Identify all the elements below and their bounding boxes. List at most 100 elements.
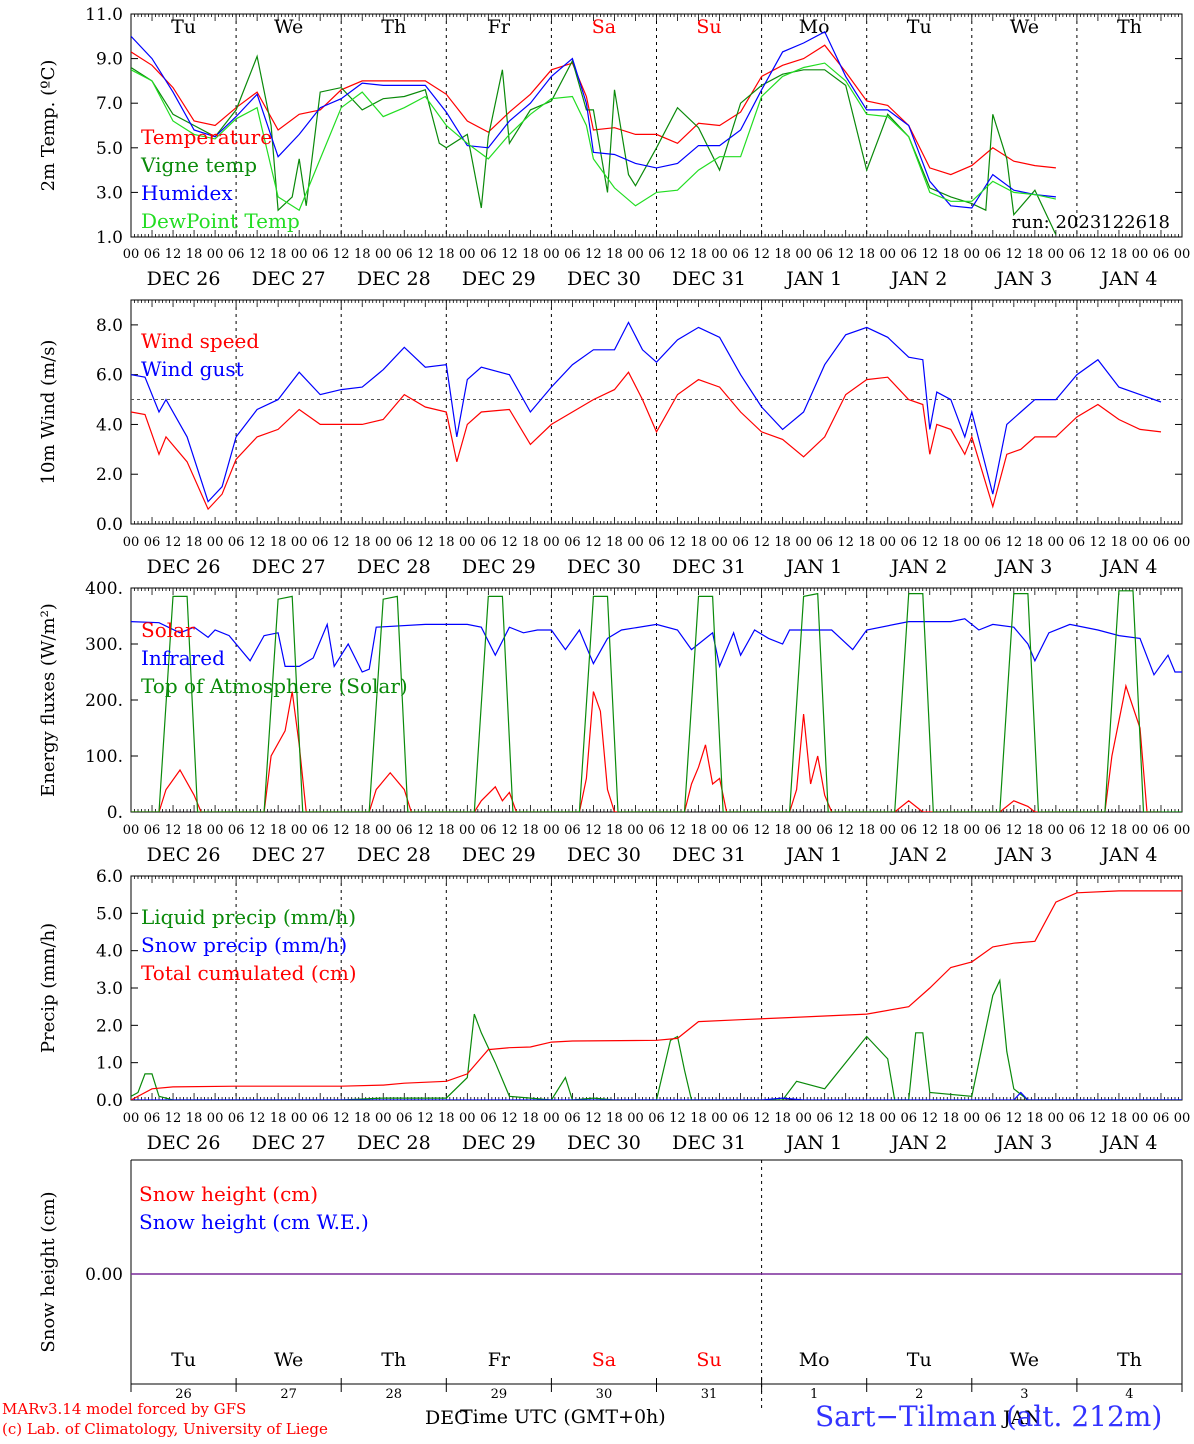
weekday-label: Fr xyxy=(488,16,511,38)
hour-tick-label: 00 xyxy=(291,823,308,838)
y-tick-label: 11.0 xyxy=(85,5,123,25)
hour-tick-label: 06 xyxy=(564,535,581,550)
hour-tick-label: 18 xyxy=(858,247,875,262)
hour-tick-label: 12 xyxy=(837,247,854,262)
hour-tick-label: 12 xyxy=(1006,823,1023,838)
hour-tick-label: 18 xyxy=(1027,823,1044,838)
y-tick-label: 4.0 xyxy=(96,415,123,435)
legend-entry: Vigne temp xyxy=(140,153,257,177)
hour-tick-label: 18 xyxy=(270,247,287,262)
hour-tick-label: 18 xyxy=(774,1111,791,1126)
hour-tick-label: 18 xyxy=(522,247,539,262)
hour-tick-label: 00 xyxy=(1132,535,1149,550)
model-credit: MARv3.14 model forced by GFS xyxy=(2,1400,247,1418)
hour-tick-label: 06 xyxy=(900,535,917,550)
hour-tick-label: 00 xyxy=(879,535,896,550)
hour-tick-label: 00 xyxy=(1132,1111,1149,1126)
hour-tick-label: 00 xyxy=(795,823,812,838)
hour-tick-label: 00 xyxy=(459,247,476,262)
date-label: JAN 1 xyxy=(784,268,842,290)
hour-tick-label: 18 xyxy=(1111,535,1128,550)
date-label: DEC 26 xyxy=(147,268,221,290)
hour-tick-label: 06 xyxy=(228,535,245,550)
hour-tick-label: 06 xyxy=(480,247,497,262)
date-label: JAN 3 xyxy=(994,556,1052,578)
hour-tick-label: 18 xyxy=(606,823,623,838)
hour-tick-label: 12 xyxy=(501,535,518,550)
hour-tick-label: 06 xyxy=(648,535,665,550)
hour-tick-label: 00 xyxy=(795,247,812,262)
hour-tick-label: 12 xyxy=(417,1111,434,1126)
y-tick-label: 0.0 xyxy=(96,1091,123,1111)
weekday-label: Tu xyxy=(907,1349,932,1371)
hour-tick-label: 12 xyxy=(417,535,434,550)
hour-tick-label: 12 xyxy=(753,247,770,262)
date-label: DEC 26 xyxy=(147,844,221,866)
hour-tick-label: 18 xyxy=(1111,1111,1128,1126)
weekday-label: Fr xyxy=(488,1349,511,1371)
temperature-panel: 00 06 12 18 00 06 12 18 00 06 12 18 00 06 12 18 00 06 12 18… xyxy=(38,5,1190,290)
hour-tick-label: 06 xyxy=(396,535,413,550)
hour-tick-label: 18 xyxy=(1111,247,1128,262)
hour-tick-label: 06 xyxy=(144,823,161,838)
weekday-label: Mo xyxy=(799,1349,830,1371)
date-label: JAN 1 xyxy=(784,556,842,578)
hour-tick-label: 12 xyxy=(1090,535,1107,550)
date-label: DEC 30 xyxy=(567,268,641,290)
y-axis-label: 2m Temp. (ºC) xyxy=(38,60,59,192)
hour-tick-label: 06 xyxy=(732,1111,749,1126)
hour-tick-label: 00 xyxy=(711,823,728,838)
series-line-temperature xyxy=(131,44,1056,176)
hour-tick-label: 00 xyxy=(375,247,392,262)
series-line-infrared xyxy=(131,618,1182,677)
hour-tick-label: 06 xyxy=(985,1111,1002,1126)
hour-tick-label: 00 xyxy=(123,1111,140,1126)
hour-tick-label: 06 xyxy=(732,535,749,550)
hour-tick-label: 12 xyxy=(249,823,266,838)
hour-tick-label: 18 xyxy=(1027,1111,1044,1126)
date-label: DEC 31 xyxy=(672,844,746,866)
legend-entry: Snow height (cm W.E.) xyxy=(139,1210,369,1234)
date-label: DEC 29 xyxy=(462,844,536,866)
y-tick-label: 0.00 xyxy=(85,1265,123,1285)
hour-tick-label: 00 xyxy=(375,535,392,550)
hour-tick-label: 12 xyxy=(165,535,182,550)
day-number: 1 xyxy=(810,1387,818,1402)
hour-tick-label: 06 xyxy=(228,823,245,838)
y-tick-label: 1.0 xyxy=(96,1054,123,1074)
hour-tick-label: 12 xyxy=(1090,823,1107,838)
lab-credit: (c) Lab. of Climatology, University of L… xyxy=(2,1420,328,1438)
date-label: DEC 31 xyxy=(672,556,746,578)
hour-tick-label: 00 xyxy=(375,823,392,838)
hour-tick-label: 06 xyxy=(1069,535,1086,550)
hour-tick-label: 18 xyxy=(270,1111,287,1126)
date-label: JAN 4 xyxy=(1099,556,1157,578)
weekday-label: We xyxy=(274,1349,303,1371)
station-name: Sart−Tilman (alt. 212m) xyxy=(815,1400,1163,1433)
hour-tick-label: 18 xyxy=(606,247,623,262)
hour-tick-label: 18 xyxy=(522,535,539,550)
hour-tick-label: 12 xyxy=(165,1111,182,1126)
hour-tick-label: 06 xyxy=(900,1111,917,1126)
weekday-label: Su xyxy=(696,1349,721,1371)
hour-tick-label: 18 xyxy=(354,823,371,838)
hour-tick-label: 00 xyxy=(207,535,224,550)
hour-tick-label: 06 xyxy=(816,535,833,550)
hour-tick-label: 06 xyxy=(816,823,833,838)
hour-tick-label: 12 xyxy=(417,247,434,262)
y-tick-label: 400. xyxy=(85,579,123,599)
y-tick-label: 0.0 xyxy=(96,515,123,535)
hour-tick-label: 00 xyxy=(207,247,224,262)
weekday-label: Th xyxy=(381,1349,406,1371)
hour-tick-label: 06 xyxy=(732,823,749,838)
date-label: DEC 26 xyxy=(147,556,221,578)
y-tick-label: 3.0 xyxy=(96,979,123,999)
wind-panel: 00 06 12 18 00 06 12 18 00 06 12 18 00 06 12 18 00 06 12 18… xyxy=(38,299,1190,578)
hour-tick-label: 18 xyxy=(774,535,791,550)
hour-tick-label: 06 xyxy=(564,823,581,838)
date-label: DEC 30 xyxy=(567,556,641,578)
hour-tick-label: 18 xyxy=(186,535,203,550)
snow-panel: Tu 26 We 27 Th 28 Fr 29 Sa 30 Su 31 Mo 1 Tu 2 We 3 Th 4 DEC J… xyxy=(38,1159,1183,1429)
legend-entry: Wind gust xyxy=(141,357,244,381)
hour-tick-label: 12 xyxy=(333,1111,350,1126)
